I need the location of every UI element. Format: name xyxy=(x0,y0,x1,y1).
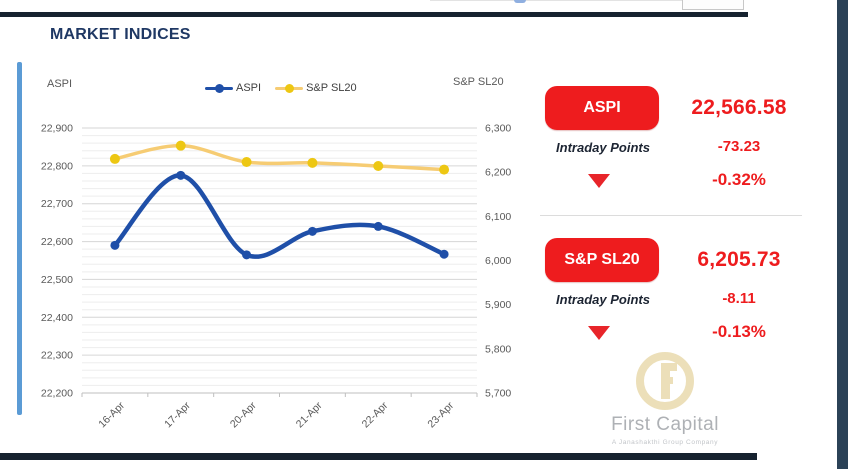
svg-text:17-Apr: 17-Apr xyxy=(162,399,193,430)
panel-divider xyxy=(540,215,802,216)
data-point xyxy=(307,157,318,168)
svg-text:22,200: 22,200 xyxy=(41,388,73,400)
svg-text:5,800: 5,800 xyxy=(485,343,511,355)
svg-text:20-Apr: 20-Apr xyxy=(228,399,259,430)
cropped-blue-shape xyxy=(514,0,526,3)
watermark: First Capital A Janashakthi Group Compan… xyxy=(595,350,735,446)
aspi-percent-change: -0.32% xyxy=(712,170,766,189)
chart-legend: ASPI S&P SL20 xyxy=(205,82,357,94)
line-marker-icon xyxy=(275,83,304,93)
data-point xyxy=(373,160,384,171)
series-aspi xyxy=(110,170,449,260)
x-axis-date-labels: 16-Apr 17-Apr 20-Apr 21-Apr 22-Apr 23-Apr xyxy=(96,399,456,430)
bottom-border-line xyxy=(0,453,757,460)
data-point xyxy=(373,221,383,231)
svg-text:6,200: 6,200 xyxy=(485,167,511,179)
right-axis-tick-labels: 6,300 6,200 6,100 6,000 5,900 5,800 5,700 xyxy=(485,123,511,400)
first-capital-logo-icon xyxy=(636,352,694,410)
x-axis xyxy=(81,392,478,397)
spsl20-badge-button[interactable]: S&P SL20 xyxy=(545,238,659,282)
data-point xyxy=(242,250,252,260)
svg-text:22-Apr: 22-Apr xyxy=(360,399,391,430)
aspi-summary-card: ASPI 22,566.58 Intraday Points -73.23 -0… xyxy=(538,80,806,200)
data-point xyxy=(439,249,449,259)
chart-accent-bar xyxy=(17,62,22,415)
svg-text:22,800: 22,800 xyxy=(41,160,73,172)
aspi-badge-button[interactable]: ASPI xyxy=(545,86,659,130)
page-title: MARKET INDICES xyxy=(50,26,191,43)
svg-text:5,900: 5,900 xyxy=(485,299,511,311)
series-spsl20 xyxy=(109,140,450,175)
spsl20-points-change: -8.11 xyxy=(722,290,756,307)
left-axis-title: ASPI xyxy=(47,78,73,90)
legend-label-spsl20: S&P SL20 xyxy=(306,82,357,94)
legend-item-aspi: ASPI xyxy=(205,82,261,94)
aspi-intraday-points-label: Intraday Points xyxy=(556,140,650,155)
line-marker-icon xyxy=(205,83,233,93)
spsl20-index-value: 6,205.73 xyxy=(697,248,781,271)
aspi-points-change: -73.23 xyxy=(717,138,761,155)
svg-text:22,600: 22,600 xyxy=(41,236,73,248)
data-point xyxy=(307,226,317,236)
legend-label-aspi: ASPI xyxy=(236,82,262,94)
left-axis-tick-labels: 22,900 22,800 22,700 22,600 22,500 22,400 22,3… xyxy=(41,123,73,400)
spsl20-percent-change: -0.13% xyxy=(712,322,766,341)
down-triangle-icon xyxy=(588,326,610,340)
svg-text:5,700: 5,700 xyxy=(485,388,511,400)
cropped-textbox xyxy=(682,0,744,10)
gridlines-minor xyxy=(82,135,477,386)
svg-text:6,000: 6,000 xyxy=(485,255,511,267)
top-border-line xyxy=(0,12,748,17)
svg-text:6,300: 6,300 xyxy=(485,123,511,135)
svg-text:22,400: 22,400 xyxy=(41,312,73,324)
data-point xyxy=(110,240,120,250)
data-point xyxy=(241,157,252,168)
data-point xyxy=(439,164,450,175)
svg-text:22,900: 22,900 xyxy=(41,123,73,135)
svg-text:22,700: 22,700 xyxy=(41,198,73,210)
right-border-bar xyxy=(837,0,848,469)
svg-text:22,300: 22,300 xyxy=(41,350,73,362)
svg-text:22,500: 22,500 xyxy=(41,274,73,286)
svg-text:23-Apr: 23-Apr xyxy=(425,399,456,430)
down-triangle-icon xyxy=(588,174,610,188)
right-axis-title: S&P SL20 xyxy=(453,76,504,88)
data-point xyxy=(109,153,120,164)
watermark-name: First Capital xyxy=(611,414,719,435)
spsl20-intraday-points-label: Intraday Points xyxy=(556,292,650,307)
spsl20-summary-card: S&P SL20 6,205.73 Intraday Points -8.11 … xyxy=(538,232,806,352)
data-point xyxy=(175,140,186,151)
svg-text:6,100: 6,100 xyxy=(485,211,511,223)
aspi-index-value: 22,566.58 xyxy=(691,96,787,119)
top-divider-line xyxy=(430,0,742,1)
svg-text:21-Apr: 21-Apr xyxy=(294,399,325,430)
legend-item-spsl20: S&P SL20 xyxy=(275,82,357,94)
watermark-tagline: A Janashakthi Group Company xyxy=(611,439,719,446)
line-chart: 22,900 22,800 22,700 22,600 22,500 22,400 22,3… xyxy=(41,123,512,431)
data-point xyxy=(176,170,186,180)
svg-text:16-Apr: 16-Apr xyxy=(96,399,127,430)
